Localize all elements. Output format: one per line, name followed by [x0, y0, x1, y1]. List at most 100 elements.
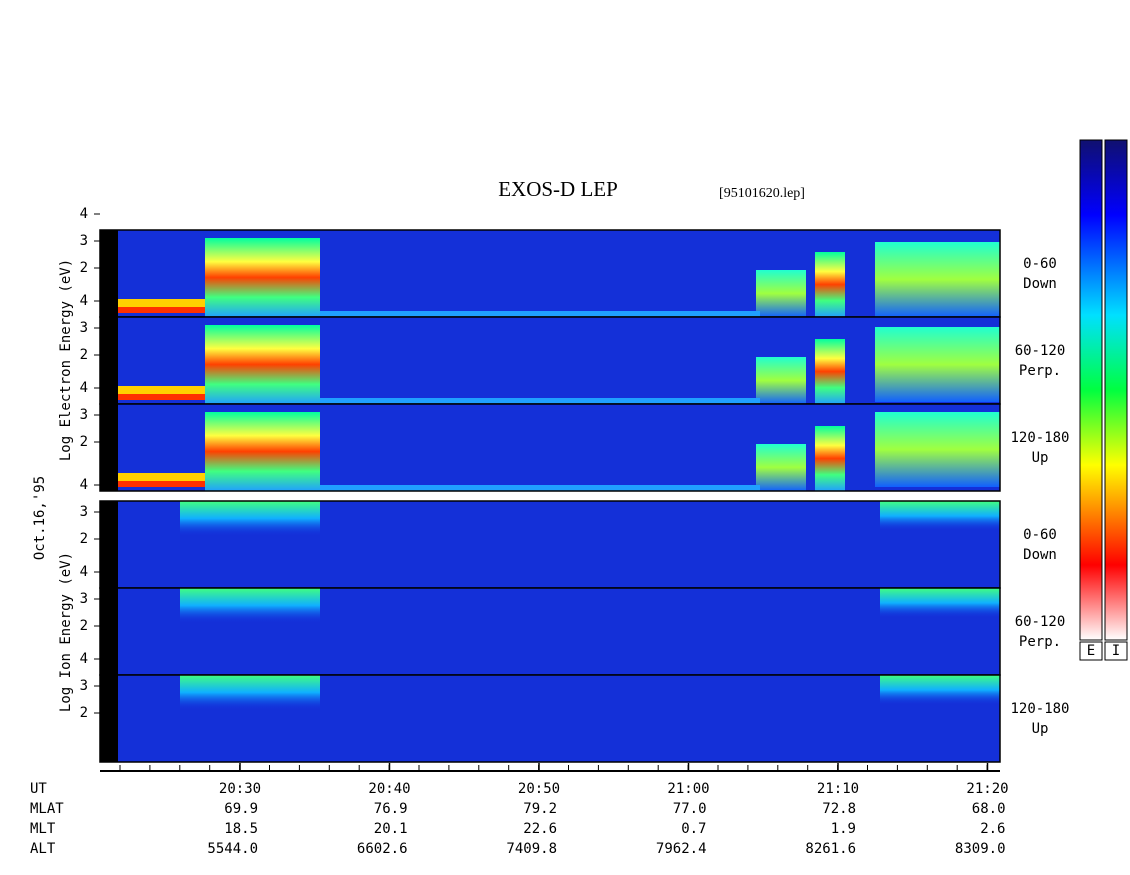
low-energy-band: [118, 394, 206, 400]
pitch-angle: 120-180: [1010, 430, 1069, 446]
panel-frame: [99, 674, 1001, 763]
row-value: 1.9: [831, 821, 856, 837]
low-energy-band: [118, 307, 206, 313]
y-tick-label: 2: [80, 347, 88, 363]
colorbar: [1104, 139, 1128, 641]
data-gap: [100, 501, 118, 588]
panel-frame: [99, 403, 1001, 492]
data-gap: [100, 404, 118, 491]
file-name: [95101620.lep]: [719, 186, 805, 201]
bright-region: [815, 339, 845, 404]
pitch-angle: 0-60: [1023, 256, 1057, 272]
direction: Perp.: [1019, 363, 1061, 379]
bright-region: [875, 327, 1000, 402]
data-gap: [100, 317, 118, 404]
low-energy-band: [118, 473, 206, 483]
row-value: 21:00: [667, 781, 709, 797]
row-value: 7962.4: [656, 841, 707, 857]
direction: Down: [1023, 276, 1057, 292]
y-tick-label: 4: [80, 477, 88, 493]
bright-region: [180, 588, 320, 623]
row-value: 68.0: [972, 801, 1006, 817]
colorbar-label-box: [1079, 641, 1103, 661]
row-value: 72.8: [822, 801, 856, 817]
bright-region: [180, 675, 320, 710]
bright-region: [815, 252, 845, 317]
row-value: 21:10: [817, 781, 859, 797]
y-tick-label: 2: [80, 618, 88, 634]
low-energy-band: [118, 299, 206, 309]
bright-region: [880, 588, 1000, 618]
data-gap: [100, 230, 118, 317]
colorbar-label: E: [1087, 643, 1095, 659]
y-tick-label: 2: [80, 705, 88, 721]
bright-region: [205, 412, 320, 491]
bright-region: [815, 426, 845, 491]
row-value: 2.6: [980, 821, 1005, 837]
bright-region: [756, 357, 806, 404]
date-label: Oct.16,'95: [32, 476, 48, 560]
ion-axis-label: Log Ion Energy (eV): [58, 552, 74, 712]
row-label: MLT: [30, 821, 56, 837]
y-tick-label: 3: [80, 504, 88, 520]
title: EXOS-D LEP: [498, 177, 618, 201]
low-energy-band: [118, 386, 206, 396]
floor-band: [320, 485, 760, 491]
floor-band: [320, 398, 760, 404]
y-tick-label: 4: [80, 206, 88, 222]
bright-region: [880, 501, 1000, 531]
y-tick-label: 3: [80, 407, 88, 423]
y-tick-label: 3: [80, 678, 88, 694]
row-value: 7409.8: [506, 841, 557, 857]
y-tick-label: 2: [80, 260, 88, 276]
bright-region: [205, 238, 320, 317]
bright-region: [880, 675, 1000, 705]
bright-region: [205, 325, 320, 404]
y-tick-label: 4: [80, 293, 88, 309]
row-label: ALT: [30, 841, 56, 857]
bright-region: [180, 501, 320, 536]
bright-region: [875, 242, 1000, 317]
row-value: 77.0: [673, 801, 707, 817]
direction: Down: [1023, 547, 1057, 563]
y-tick-label: 3: [80, 591, 88, 607]
row-value: 8261.6: [805, 841, 856, 857]
colorbar: [1079, 139, 1103, 641]
row-value: 20:40: [368, 781, 410, 797]
row-value: 69.9: [224, 801, 258, 817]
row-label: MLAT: [30, 801, 64, 817]
row-value: 20:50: [518, 781, 560, 797]
y-tick-label: 2: [80, 531, 88, 547]
row-value: 79.2: [523, 801, 557, 817]
electron-axis-label: Log Electron Energy (eV): [58, 259, 74, 461]
row-value: 18.5: [224, 821, 258, 837]
pitch-angle: 0-60: [1023, 527, 1057, 543]
row-value: 0.7: [681, 821, 706, 837]
data-gap: [100, 588, 118, 675]
bright-region: [756, 444, 806, 491]
y-tick-label: 4: [80, 651, 88, 667]
row-value: 20:30: [219, 781, 261, 797]
row-value: 6602.6: [357, 841, 408, 857]
y-tick-label: 4: [80, 380, 88, 396]
direction: Up: [1032, 450, 1049, 466]
y-tick-label: 3: [80, 320, 88, 336]
row-label: UT: [30, 781, 47, 797]
row-value: 20.1: [374, 821, 408, 837]
pitch-angle: 60-120: [1015, 343, 1066, 359]
row-value: 21:20: [966, 781, 1008, 797]
pitch-angle: 120-180: [1010, 701, 1069, 717]
row-value: 76.9: [374, 801, 408, 817]
direction: Up: [1032, 721, 1049, 737]
colorbar-label: I: [1112, 643, 1120, 659]
bright-region: [875, 412, 1000, 487]
row-value: 5544.0: [207, 841, 258, 857]
y-tick-label: 4: [80, 564, 88, 580]
low-energy-band: [118, 481, 206, 487]
data-gap: [100, 675, 118, 762]
pitch-angle: 60-120: [1015, 614, 1066, 630]
colorbar-label-box: [1104, 641, 1128, 661]
y-tick-label: 3: [80, 233, 88, 249]
floor-band: [320, 311, 760, 317]
